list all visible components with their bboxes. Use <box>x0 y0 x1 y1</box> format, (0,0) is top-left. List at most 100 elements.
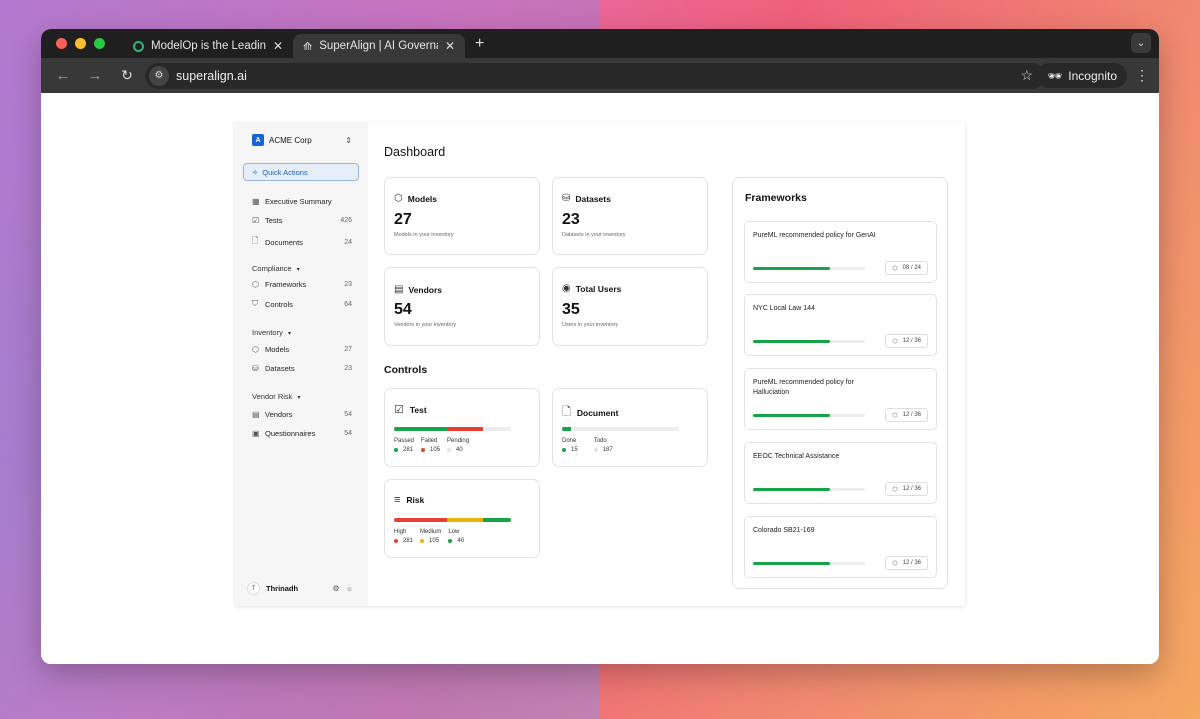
legend-item: Done 15 <box>562 438 578 453</box>
framework-badge: ⬡ 12 / 36 <box>885 408 928 422</box>
sidebar-item-count: 23 <box>344 281 352 288</box>
file-icon: 🗋 <box>252 236 259 245</box>
tab-modelop[interactable]: ModelOp is the Leading AI Go ✕ <box>123 34 293 58</box>
framework-badge-text: 12 / 36 <box>902 560 921 566</box>
controls-card-document[interactable]: 🗋 Document Done 15 Todo 187 <box>552 388 708 467</box>
incognito-label: Incognito <box>1068 68 1117 83</box>
high-segment <box>394 518 447 522</box>
cube-icon: ⬡ <box>892 412 898 419</box>
framework-name: PureML recommended policy for Halluciati… <box>753 379 854 396</box>
user-actions: ⚙☼ <box>332 584 359 593</box>
back-icon[interactable]: ← <box>55 67 71 84</box>
legend-name: Failed <box>421 438 438 444</box>
bookmark-star-icon[interactable]: ☆ <box>1020 67 1033 83</box>
legend-dot <box>394 448 398 452</box>
reload-icon[interactable]: ↻ <box>121 67 133 83</box>
stat-card-header: ⛁ Datasets <box>562 193 611 204</box>
section-vendor-risk[interactable]: Vendor Risk ▾ <box>252 392 301 401</box>
org-switcher[interactable]: A ACME Corp ⇕ <box>252 134 352 146</box>
stat-sub: Datasets in your inventory <box>562 232 626 238</box>
framework-badge-text: 12 / 36 <box>902 338 921 344</box>
sidebar-item-count: 426 <box>340 217 352 224</box>
close-tab-icon[interactable]: ✕ <box>272 39 283 53</box>
sidebar-item-label: Datasets <box>265 364 295 373</box>
legend-item: Pending 40 <box>447 438 469 453</box>
legend-item: Todo 187 <box>593 438 613 453</box>
legend-name: Medium <box>420 529 442 535</box>
medium-segment <box>447 518 483 522</box>
framework-card[interactable]: PureML recommended policy for Halluciati… <box>744 368 937 430</box>
sidebar-item-questionnaires[interactable]: ▣ Questionnaires 54 <box>252 429 352 438</box>
legend-name: Passed <box>394 438 415 444</box>
stat-label: Models <box>407 193 438 204</box>
tab-superalign[interactable]: ⟰ SuperAlign | AI Governance a ✕ <box>293 34 465 58</box>
user-profile[interactable]: T Thrinadh ⚙☼ <box>247 582 359 595</box>
stat-card-total-users[interactable]: ◉ Total Users 35 Users in your inventory <box>552 267 708 346</box>
legend-value: 15 <box>571 447 578 453</box>
file-icon: 🗋 <box>562 406 571 418</box>
framework-name: Colorado SB21-169 <box>753 527 815 534</box>
new-tab-icon[interactable]: + <box>475 34 485 52</box>
address-bar[interactable]: ⚙ superalign.ai ☆ <box>145 62 1045 89</box>
sidebar-item-vendors[interactable]: ▤ Vendors 54 <box>252 410 352 419</box>
framework-card[interactable]: EEOC Technical Assistance ⬡ 12 / 36 <box>744 442 937 504</box>
quick-actions-button[interactable]: ✧ Quick Actions <box>243 163 359 181</box>
control-label: Risk <box>406 495 425 505</box>
sidebar-item-frameworks[interactable]: ⬡ Frameworks 23 <box>252 280 352 289</box>
sidebar-item-tests[interactable]: ☑ Tests 426 <box>252 216 352 225</box>
grid-icon: ▦ <box>252 197 260 206</box>
sidebar-item-label: Models <box>265 345 290 354</box>
shield-icon: ⛉ <box>252 299 258 308</box>
close-tab-icon[interactable]: ✕ <box>444 39 455 53</box>
stat-card-datasets[interactable]: ⛁ Datasets 23 Datasets in your inventory <box>552 177 708 255</box>
database-icon: ⛁ <box>562 193 571 204</box>
sidebar-item-count: 54 <box>344 430 352 437</box>
section-compliance[interactable]: Compliance ▾ <box>252 264 300 273</box>
menu-lines-icon: ≡ <box>394 494 401 506</box>
controls-card-test[interactable]: ☑ Test Passed 281 Failed 105 <box>384 388 540 467</box>
controls-card-risk[interactable]: ≡ Risk High 281 Medium 105 <box>384 479 540 558</box>
sidebar-item-executive-summary[interactable]: ▦ Executive Summary <box>252 197 352 206</box>
sidebar-item-count: 54 <box>344 411 352 418</box>
sidebar-item-datasets[interactable]: ⛁ Datasets 23 <box>252 364 352 373</box>
incognito-badge[interactable]: 🕶 Incognito <box>1037 63 1127 88</box>
sidebar-item-controls[interactable]: ⛉ Controls 64 <box>252 299 352 309</box>
theme-sun-icon[interactable]: ☼ <box>345 584 359 593</box>
avatar: T <box>247 582 260 595</box>
stat-card-models[interactable]: ⬡ Models 27 Models in your inventory <box>384 177 540 255</box>
checkbox-icon: ☑ <box>394 404 404 416</box>
settings-gear-icon[interactable]: ⚙ <box>332 584 346 593</box>
stat-value: 23 <box>562 211 580 228</box>
minimize-window-button[interactable] <box>75 38 86 49</box>
checkbox-icon: ☑ <box>252 216 260 225</box>
close-window-button[interactable] <box>56 38 67 49</box>
legend-value: 105 <box>429 538 440 544</box>
framework-progress <box>753 267 865 270</box>
browser-window: ModelOp is the Leading AI Go ✕ ⟰ SuperAl… <box>41 29 1159 664</box>
framework-badge-text: 08 / 24 <box>902 265 921 271</box>
framework-badge-text: 12 / 36 <box>902 412 921 418</box>
framework-card[interactable]: NYC Local Law 144 ⬡ 12 / 36 <box>744 294 937 356</box>
sidebar-item-models[interactable]: ⬡ Models 27 <box>252 345 352 354</box>
maximize-window-button[interactable] <box>94 38 105 49</box>
section-inventory[interactable]: Inventory ▾ <box>252 328 291 337</box>
stat-value: 54 <box>394 301 412 318</box>
site-settings-icon[interactable]: ⚙ <box>149 65 169 86</box>
framework-card[interactable]: Colorado SB21-169 ⬡ 12 / 36 <box>744 516 937 578</box>
risk-progress-bar <box>394 518 511 522</box>
sidebar-item-label: Frameworks <box>265 280 307 289</box>
forward-icon[interactable]: → <box>87 67 103 84</box>
browser-menu-icon[interactable]: ⋮ <box>1135 67 1149 83</box>
legend-name: Done <box>562 438 577 444</box>
stat-label: Total Users <box>575 283 622 294</box>
sidebar-item-documents[interactable]: 🗋 Documents 24 <box>252 235 352 249</box>
framework-name: NYC Local Law 144 <box>753 305 815 312</box>
user-circle-icon: ◉ <box>562 283 571 294</box>
address-text: superalign.ai <box>176 68 247 83</box>
framework-card[interactable]: PureML recommended policy for GenAI ⬡ 08… <box>744 221 937 283</box>
framework-progress <box>753 340 865 343</box>
tab-search-button[interactable]: ⌄ <box>1131 33 1151 53</box>
sidebar-item-label: Documents <box>265 237 303 247</box>
risk-legend: High 281 Medium 105 Low 40 <box>394 529 464 544</box>
stat-card-vendors[interactable]: ▤ Vendors 54 Vendors in your inventory <box>384 267 540 346</box>
